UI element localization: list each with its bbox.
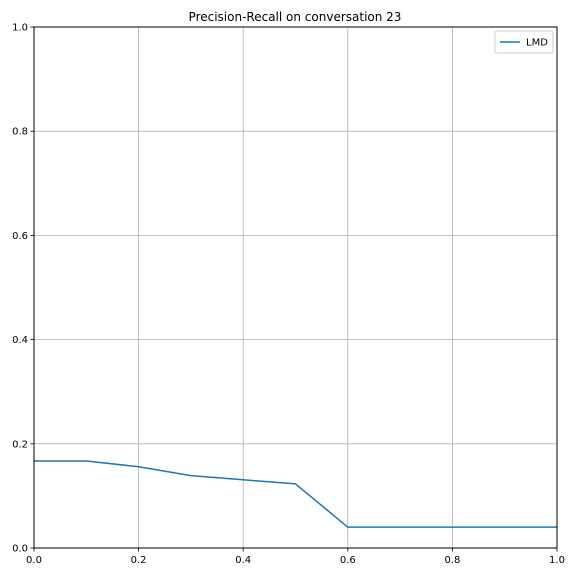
legend-box <box>494 30 554 54</box>
x-tick-label: 1.0 <box>549 555 565 566</box>
plot-frame <box>33 26 558 549</box>
y-tick-label: 0.0 <box>12 544 28 555</box>
chart-title: Precision-Recall on conversation 23 <box>189 10 402 24</box>
x-tick-label: 0.6 <box>340 555 356 566</box>
series-line-lmd <box>34 460 557 528</box>
y-axis: 0.0 0.2 0.4 0.6 0.8 1.0 <box>12 23 34 555</box>
legend-label: LMD <box>526 38 548 49</box>
y-tick-label: 0.2 <box>12 439 28 450</box>
x-tick-label: 0.2 <box>131 555 147 566</box>
x-tick-label: 0.0 <box>26 555 42 566</box>
y-tick-label: 1.0 <box>12 23 28 34</box>
y-tick-label: 0.8 <box>12 127 28 138</box>
x-tick-label: 0.8 <box>444 555 460 566</box>
legend: LMD <box>494 30 554 54</box>
x-tick-label: 0.4 <box>235 555 251 566</box>
series-lines <box>34 460 557 528</box>
y-tick-label: 0.6 <box>12 231 28 242</box>
x-axis: 0.0 0.2 0.4 0.6 0.8 1.0 <box>26 548 565 566</box>
y-tick-label: 0.4 <box>12 335 28 346</box>
